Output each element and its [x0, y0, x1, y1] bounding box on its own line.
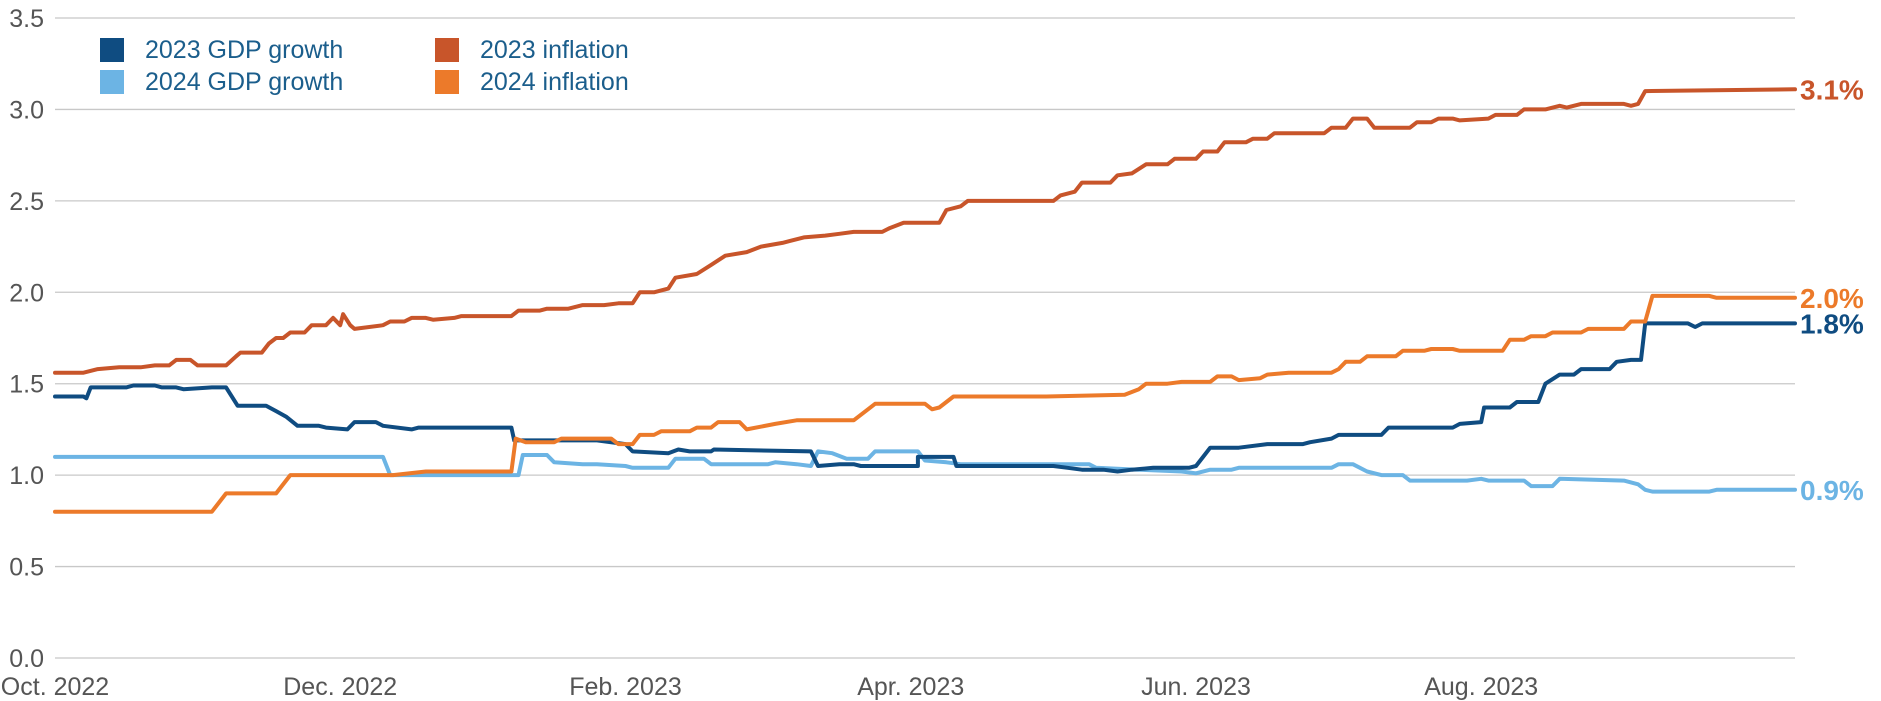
y-axis-ticks: 0.0 0.5 1.0 1.5 2.0 2.5 3.0 3.5: [9, 5, 44, 673]
legend-swatch: [435, 70, 459, 94]
series-lines: [53, 87, 1797, 514]
series-2023-inflation: [53, 87, 1797, 375]
y-tick-label: 0.0: [9, 645, 44, 673]
end-label-2023-gdp-growth: 1.8%: [1800, 308, 1864, 339]
y-tick-label: 2.5: [9, 188, 44, 216]
legend-label: 2023 inflation: [480, 36, 629, 64]
end-labels: 1.8% 0.9% 3.1% 2.0%: [1800, 74, 1864, 505]
end-label-2023-inflation: 3.1%: [1800, 74, 1864, 105]
y-tick-label: 3.0: [9, 96, 44, 124]
series-2024-inflation: [53, 293, 1797, 514]
y-tick-label: 3.5: [9, 5, 44, 33]
y-tick-label: 0.5: [9, 554, 44, 582]
legend: 2023 GDP growth 2024 GDP growth 2023 infla…: [100, 36, 629, 96]
y-tick-label: 1.5: [9, 371, 44, 399]
x-tick-label: Feb. 2023: [569, 673, 682, 701]
legend-swatch: [100, 38, 124, 62]
end-label-2024-inflation: 2.0%: [1800, 283, 1864, 314]
x-tick-label: Oct. 2022: [1, 673, 109, 701]
y-tick-label: 2.0: [9, 279, 44, 307]
end-label-2024-gdp-growth: 0.9%: [1800, 475, 1864, 506]
legend-swatch: [435, 38, 459, 62]
legend-label: 2024 inflation: [480, 68, 629, 96]
legend-label: 2024 GDP growth: [145, 68, 343, 96]
x-axis-ticks: Oct. 2022 Dec. 2022 Feb. 2023 Apr. 2023 Jun.…: [1, 673, 1538, 701]
x-tick-label: Aug. 2023: [1424, 673, 1538, 701]
x-tick-label: Apr. 2023: [857, 673, 964, 701]
x-tick-label: Dec. 2022: [283, 673, 397, 701]
series-2023-gdp-growth: [53, 321, 1797, 474]
y-tick-label: 1.0: [9, 462, 44, 490]
x-tick-label: Jun. 2023: [1141, 673, 1251, 701]
series-2024-gdp-growth: [53, 449, 1797, 494]
legend-label: 2023 GDP growth: [145, 36, 343, 64]
legend-swatch: [100, 70, 124, 94]
